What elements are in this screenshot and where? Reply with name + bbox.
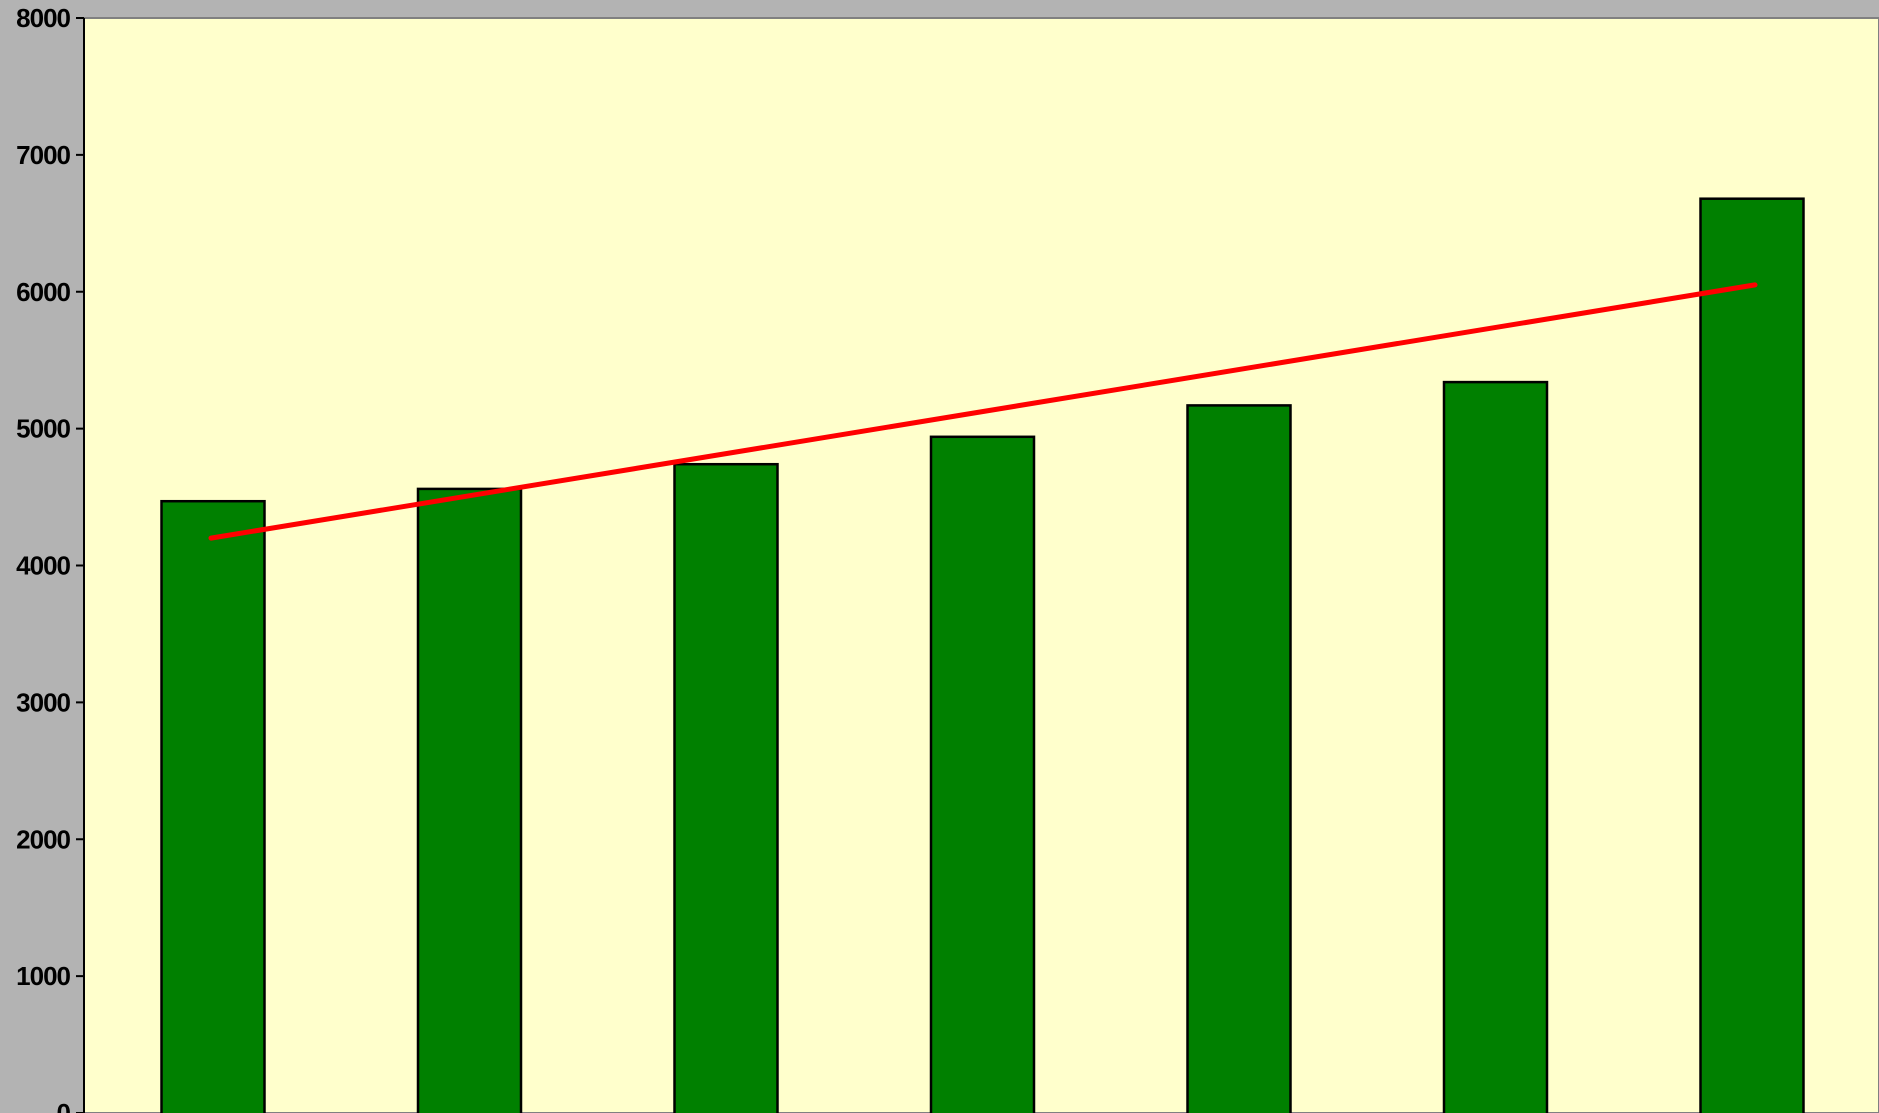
bar-5: [1186, 404, 1292, 1113]
y-tick-label: 7000: [16, 140, 70, 170]
trendline: [208, 282, 1758, 541]
y-tick-label: 5000: [16, 414, 70, 444]
bar-3: [673, 462, 779, 1113]
y-axis-ticks: 0 1000 2000 3000 4000 5000 6000 7000 8000: [16, 3, 84, 1113]
bar-7: [1699, 197, 1805, 1113]
y-tick-label: 6000: [16, 277, 70, 307]
y-tick-label: 3000: [16, 687, 70, 717]
y-tick-label: 4000: [16, 551, 70, 581]
bar-2: [416, 487, 523, 1113]
y-tick-label: 0: [57, 1098, 71, 1113]
bar-6: [1442, 380, 1549, 1113]
bars-group: [160, 197, 1805, 1113]
y-tick-label: 1000: [16, 961, 70, 991]
bar-1: [160, 499, 266, 1113]
bar-4: [929, 435, 1036, 1113]
y-tick-label: 2000: [16, 824, 70, 854]
y-tick-label: 8000: [16, 3, 70, 33]
